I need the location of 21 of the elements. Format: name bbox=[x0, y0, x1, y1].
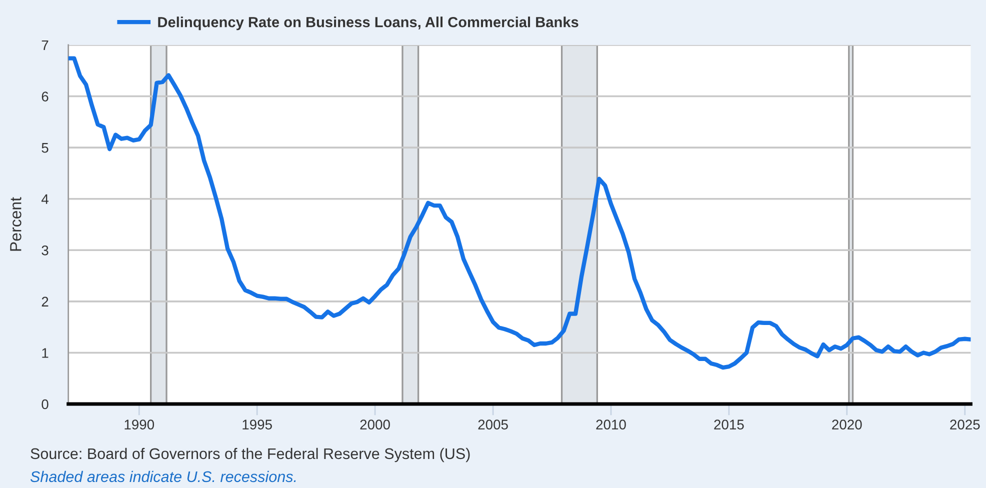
source-note: Source: Board of Governors of the Federal Reserve System (US) bbox=[30, 448, 470, 462]
y-tick-label: 5 bbox=[42, 143, 48, 153]
y-tick-label: 2 bbox=[42, 296, 48, 306]
y-tick-label: 3 bbox=[42, 245, 48, 256]
x-tick-label: 2020 bbox=[832, 420, 862, 430]
y-tick-label: 1 bbox=[42, 348, 48, 358]
x-tick-label: 2010 bbox=[596, 420, 626, 430]
x-tick-label: 2015 bbox=[714, 420, 744, 430]
x-tick-label: 2025 bbox=[950, 420, 980, 430]
y-tick-label: 6 bbox=[42, 92, 48, 102]
line-series bbox=[68, 56, 971, 370]
text: Shaded areas indicate U.S. recessions. bbox=[30, 470, 296, 482]
x-tick-label: 2000 bbox=[360, 420, 390, 430]
y-axis-title: Percent bbox=[10, 197, 22, 251]
y-tick-label: 0 bbox=[42, 399, 48, 410]
x-tick-label: 2005 bbox=[478, 420, 508, 430]
y-tick-label: 7 bbox=[42, 40, 48, 50]
x-tick-label: 1995 bbox=[242, 420, 272, 430]
x-tick-label: 1990 bbox=[124, 420, 154, 430]
y-tick-label: 4 bbox=[41, 194, 48, 204]
legend-label: Delinquency Rate on Business Loans, All Commercial Banks bbox=[158, 16, 578, 30]
